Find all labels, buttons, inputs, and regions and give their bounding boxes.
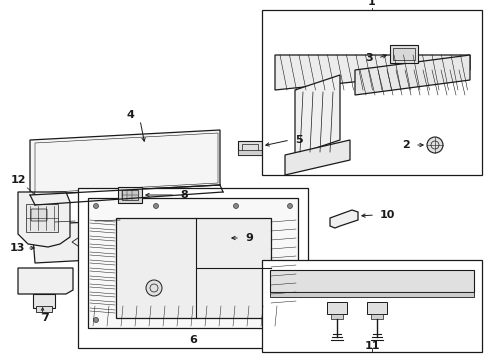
Text: 6: 6 (189, 335, 197, 345)
Bar (122, 190, 138, 200)
Text: 12: 12 (10, 175, 26, 185)
Bar (33, 294, 55, 308)
Bar (270, 292, 474, 297)
FancyBboxPatch shape (31, 209, 47, 221)
Polygon shape (275, 55, 470, 90)
Polygon shape (285, 140, 350, 175)
Circle shape (153, 203, 158, 208)
Bar (262, 260, 482, 352)
Text: 5: 5 (295, 135, 303, 145)
Polygon shape (18, 192, 70, 247)
Circle shape (288, 203, 293, 208)
Circle shape (94, 203, 98, 208)
Polygon shape (32, 220, 128, 263)
Bar (242, 144, 258, 153)
Bar (331, 314, 343, 319)
Bar (262, 10, 482, 175)
Bar (371, 314, 383, 319)
Circle shape (146, 280, 162, 296)
Bar (327, 302, 347, 314)
Text: 9: 9 (245, 233, 253, 243)
Bar (118, 187, 142, 203)
Polygon shape (88, 198, 298, 328)
Text: 2: 2 (402, 140, 410, 150)
Text: 4: 4 (126, 110, 134, 120)
Circle shape (234, 203, 239, 208)
Circle shape (288, 318, 293, 323)
Circle shape (94, 318, 98, 323)
Circle shape (427, 137, 443, 153)
Bar (270, 270, 474, 292)
Bar (26, 204, 58, 232)
Polygon shape (295, 75, 340, 155)
Polygon shape (116, 218, 271, 318)
Text: 10: 10 (380, 210, 395, 220)
Polygon shape (30, 130, 220, 195)
Bar (215, 242, 225, 246)
Text: 11: 11 (364, 341, 380, 351)
Bar (215, 229, 225, 233)
Polygon shape (18, 268, 73, 294)
Polygon shape (355, 55, 470, 95)
Bar (390, 45, 418, 63)
Bar (212, 233, 228, 243)
Text: 3: 3 (366, 53, 373, 63)
Text: 7: 7 (41, 313, 49, 323)
Bar (393, 48, 415, 60)
Text: 13: 13 (10, 243, 25, 253)
Bar (78, 188, 308, 348)
Polygon shape (330, 210, 358, 228)
Bar (36, 306, 52, 312)
Bar (367, 302, 387, 314)
Bar (238, 150, 262, 155)
Text: 8: 8 (180, 190, 188, 200)
Text: 1: 1 (368, 0, 376, 7)
Bar (238, 141, 262, 155)
